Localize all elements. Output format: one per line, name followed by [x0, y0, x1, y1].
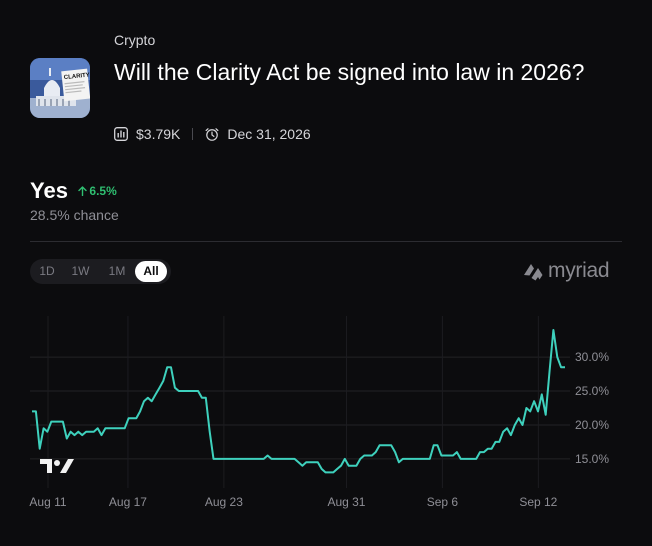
meta-divider: [192, 128, 194, 140]
y-axis-labels: 30.0% 25.0% 20.0% 15.0%: [575, 350, 609, 466]
section-divider: [30, 241, 622, 242]
range-1w[interactable]: 1W: [71, 264, 90, 278]
outcome-chance: 28.5% chance: [30, 207, 119, 223]
outcome-summary: Yes 6.5%: [30, 178, 117, 204]
capitol-image: CLARITY: [30, 58, 90, 118]
x-tick-label: Aug 23: [205, 495, 243, 509]
myriad-logo-icon: [524, 264, 543, 281]
market-thumbnail: CLARITY: [30, 58, 90, 118]
x-axis-labels: Aug 11 Aug 17 Aug 23 Aug 31 Sep 6 Sep 12: [29, 495, 557, 509]
arrow-up-icon: [78, 186, 88, 197]
tradingview-icon: [40, 459, 74, 473]
x-tick-label: Sep 12: [519, 495, 557, 509]
price-chart: 30.0%25.0%20.0%15.0% Aug 11 Aug 17 Aug 23 A…: [29, 316, 609, 509]
y-tick-label: 15.0%: [575, 452, 609, 466]
market-end-date: Dec 31, 2026: [227, 126, 311, 142]
brand-logo: myriad: [522, 259, 610, 283]
market-header: CLARITY Crypto Will the Clarity Act be s…: [30, 30, 630, 150]
market-title: Will the Clarity Act be signed into law …: [114, 59, 585, 85]
range-1m[interactable]: 1M: [108, 264, 126, 278]
x-tick-label: Aug 11: [29, 495, 66, 509]
svg-text:CLARITY: CLARITY: [64, 72, 90, 81]
price-line: [32, 329, 565, 474]
chart-grid: [30, 316, 570, 488]
y-tick-label: 30.0%: [575, 350, 609, 364]
market-volume: $3.79K: [136, 126, 181, 142]
y-tick-label: 20.0%: [575, 418, 609, 432]
volume-icon: [114, 127, 128, 141]
alarm-clock-icon: [205, 127, 219, 141]
market-meta: $3.79K Dec 31, 2026: [114, 125, 311, 143]
x-tick-label: Aug 17: [109, 495, 147, 509]
brand-name: myriad: [548, 259, 610, 282]
market-category[interactable]: Crypto: [114, 32, 156, 48]
range-all[interactable]: All: [135, 261, 167, 282]
x-tick-label: Aug 31: [327, 495, 365, 509]
outcome-change: 6.5%: [78, 184, 117, 198]
time-range-selector: 1D 1W 1M All: [30, 259, 171, 284]
range-1d[interactable]: 1D: [39, 264, 55, 278]
outcome-change-value: 6.5%: [89, 184, 117, 198]
outcome-name: Yes: [30, 178, 68, 203]
x-tick-label: Sep 6: [427, 495, 459, 509]
y-tick-label: 25.0%: [575, 384, 609, 398]
